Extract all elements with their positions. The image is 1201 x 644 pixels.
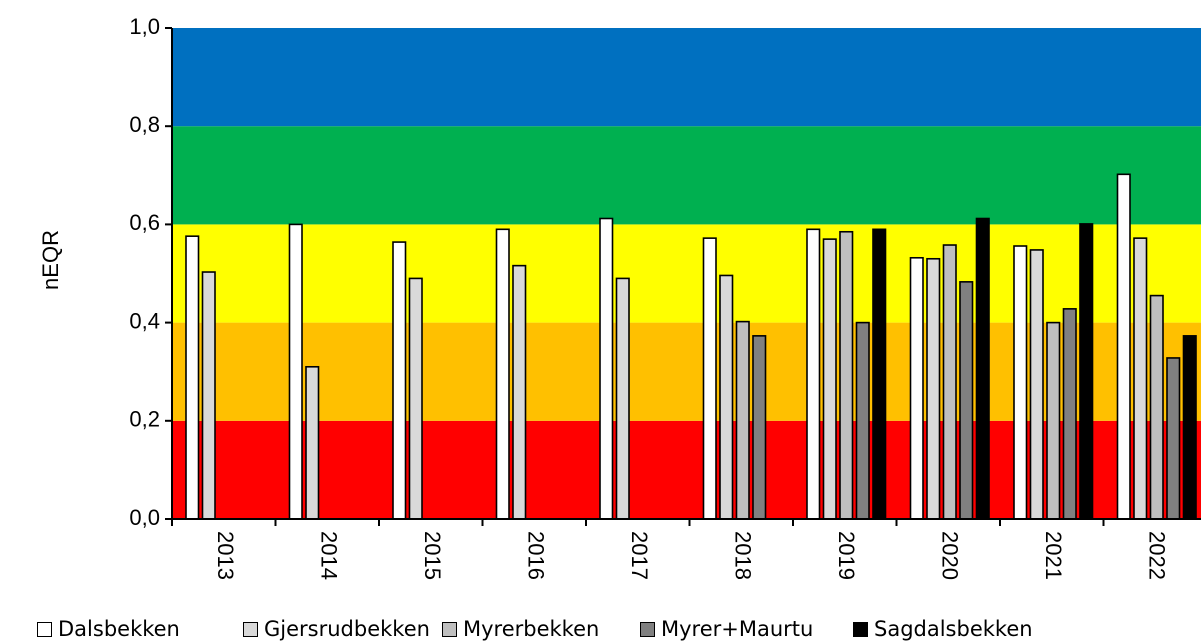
x-tick-label: 2016 [523, 531, 548, 580]
y-tick-labels: 0,0 0,2 0,4 0,6 0,8 1,0 [129, 14, 160, 530]
y-tick-label: 0,6 [129, 210, 160, 235]
legend-label: Dalsbekken [58, 617, 180, 641]
bar-gjersrudbekken-2016 [512, 264, 527, 520]
bar-myrerbekken-2018 [735, 320, 750, 520]
legend-item: Dalsbekken [37, 617, 180, 641]
x-tick-label: 2018 [730, 531, 755, 580]
bar-dalsbekken-2022 [1116, 173, 1131, 520]
x-tick-labels: 2013 2014 2015 2016 2017 2018 2019 2020 2021 2022 [213, 531, 1170, 580]
legend-label: Myrerbekken [463, 617, 600, 641]
legend-label: Sagdalsbekken [874, 617, 1033, 641]
x-tick-label: 2019 [834, 531, 859, 580]
x-tick-label: 2017 [627, 531, 652, 580]
legend-swatch [243, 621, 258, 637]
quality-bands [172, 28, 1201, 519]
band-3 [172, 126, 1201, 225]
legend: Dalsbekken Gjersrudbekken Myrerbekken Myrer… [0, 617, 1201, 644]
legend-item: Gjersrudbekken [243, 617, 430, 641]
bar-gjersrudbekken-2017 [615, 277, 630, 520]
y-tick-label: 0,0 [129, 505, 160, 530]
bar-dalsbekken-2019 [806, 228, 821, 520]
bar-myrerbekken-2022 [1149, 294, 1164, 520]
legend-swatch [442, 621, 457, 637]
legend-swatch [640, 621, 655, 637]
legend-label: Gjersrudbekken [264, 617, 430, 641]
x-tick-label: 2015 [420, 531, 445, 580]
legend-item: Myrer+Maurtu [640, 617, 813, 641]
bar-myrerbekken-2021 [1046, 321, 1061, 520]
bar-myrer-maurtu-2018 [752, 335, 767, 520]
legend-label: Myrer+Maurtu [661, 617, 814, 641]
legend-item: Sagdalsbekken [853, 617, 1033, 641]
y-tick-label: 1,0 [129, 14, 160, 39]
band-1 [172, 322, 1201, 421]
x-tick-label: 2014 [316, 531, 341, 580]
x-tick-label: 2021 [1041, 531, 1066, 580]
x-tick-label: 2022 [1144, 531, 1169, 580]
bar-myrer-maurtu-2021 [1062, 308, 1077, 520]
bar-myrerbekken-2020 [942, 244, 957, 520]
bar-dalsbekken-2013 [185, 235, 200, 520]
bar-sagdalsbekken-2019 [872, 228, 887, 520]
bar-dalsbekken-2016 [495, 228, 510, 520]
bar-dalsbekken-2018 [702, 237, 717, 520]
y-tick-label: 0,4 [129, 308, 160, 333]
axes [165, 27, 1201, 526]
y-axis-title: nEQR [38, 230, 63, 290]
bar-dalsbekken-2017 [599, 217, 614, 520]
chart: 0,00,20,40,60,81,0 2013 2014 2015 2016 2017 2… [38, 14, 1201, 580]
x-tick-label: 2013 [213, 531, 238, 580]
bar-sagdalsbekken-2021 [1079, 223, 1094, 520]
bar-sagdalsbekken-2022 [1182, 335, 1197, 520]
bar-gjersrudbekken-2021 [1029, 249, 1044, 520]
bar-gjersrudbekken-2014 [305, 365, 320, 520]
y-tick-label: 0,8 [129, 112, 160, 137]
bar-gjersrudbekken-2015 [408, 277, 423, 520]
bar-gjersrudbekken-2022 [1133, 237, 1148, 520]
bar-sagdalsbekken-2020 [975, 217, 990, 520]
bar-gjersrudbekken-2013 [201, 271, 216, 520]
bar-dalsbekken-2015 [392, 241, 407, 520]
y-tick-label: 0,2 [129, 407, 160, 432]
bar-myrerbekken-2019 [839, 230, 854, 520]
legend-item: Myrerbekken [442, 617, 599, 641]
bar-gjersrudbekken-2018 [719, 274, 734, 520]
legend-swatch [853, 621, 868, 637]
band-2 [172, 224, 1201, 323]
bar-dalsbekken-2021 [1013, 245, 1028, 520]
bar-gjersrudbekken-2020 [926, 257, 941, 520]
x-tick-label: 2020 [937, 531, 962, 580]
band-4 [172, 28, 1201, 127]
bar-group [185, 173, 1197, 520]
legend-swatch [37, 621, 52, 637]
bar-gjersrudbekken-2019 [822, 238, 837, 520]
bar-myrer-maurtu-2022 [1166, 357, 1181, 520]
bar-dalsbekken-2020 [909, 256, 924, 520]
bar-dalsbekken-2014 [288, 223, 303, 520]
bar-myrer-maurtu-2020 [959, 281, 974, 520]
bar-myrer-maurtu-2019 [855, 321, 870, 520]
band-0 [172, 420, 1201, 519]
